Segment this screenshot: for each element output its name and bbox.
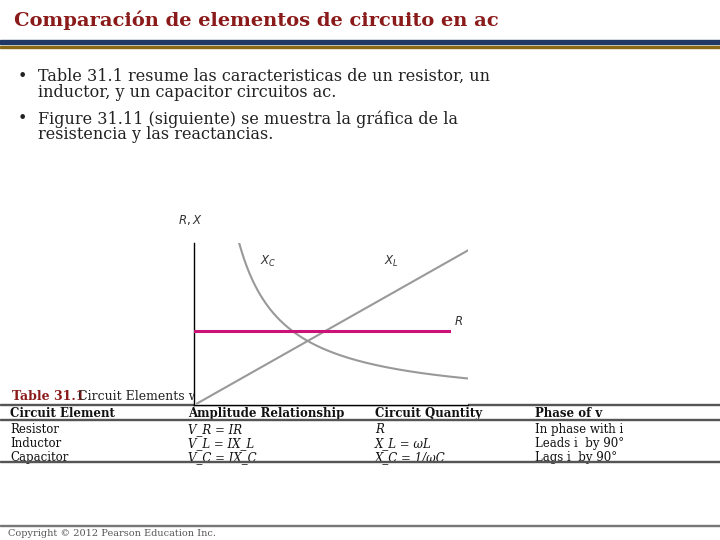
- Text: Table 31.1 resume las caracteristicas de un resistor, un: Table 31.1 resume las caracteristicas de…: [38, 68, 490, 85]
- Text: •: •: [18, 110, 27, 127]
- Text: Copyright © 2012 Pearson Education Inc.: Copyright © 2012 Pearson Education Inc.: [8, 529, 216, 538]
- Text: $R, X$: $R, X$: [178, 213, 202, 227]
- Text: V_L = IX_L: V_L = IX_L: [188, 437, 254, 450]
- Text: resistencia y las reactancias.: resistencia y las reactancias.: [38, 126, 274, 143]
- Text: $R$: $R$: [454, 315, 464, 328]
- Text: V_R = IR: V_R = IR: [188, 423, 242, 436]
- Bar: [0, 0, 720, 40]
- Bar: [0, 40, 720, 44]
- Text: Comparación de elementos de circuito en ac: Comparación de elementos de circuito en …: [14, 10, 499, 30]
- Text: Circuit Element: Circuit Element: [10, 407, 115, 420]
- Text: Inductor: Inductor: [10, 437, 61, 450]
- Text: In phase with i: In phase with i: [535, 423, 624, 436]
- Text: R: R: [375, 423, 384, 436]
- Text: Resistor: Resistor: [10, 423, 59, 436]
- Text: Phase of v: Phase of v: [535, 407, 602, 420]
- Text: $X_L$: $X_L$: [384, 254, 399, 269]
- Bar: [0, 525, 720, 526]
- Text: X_C = 1/ωC: X_C = 1/ωC: [375, 451, 446, 464]
- Text: Circuit Elements with Alternating Current: Circuit Elements with Alternating Curren…: [70, 390, 346, 403]
- Text: inductor, y un capacitor circuitos ac.: inductor, y un capacitor circuitos ac.: [38, 84, 336, 101]
- Text: •: •: [18, 68, 27, 85]
- Text: Amplitude Relationship: Amplitude Relationship: [188, 407, 344, 420]
- Bar: [0, 419, 720, 420]
- Text: Capacitor: Capacitor: [10, 451, 68, 464]
- Text: V_C = IX_C: V_C = IX_C: [188, 451, 256, 464]
- Text: Figure 31.11 (siguiente) se muestra la gráfica de la: Figure 31.11 (siguiente) se muestra la g…: [38, 110, 458, 127]
- Text: $X_C$: $X_C$: [260, 254, 276, 269]
- Bar: [0, 46, 720, 48]
- Text: Circuit Quantity: Circuit Quantity: [375, 407, 482, 420]
- Bar: [0, 404, 720, 405]
- Text: X_L = ωL: X_L = ωL: [375, 437, 432, 450]
- Text: Leads i  by 90°: Leads i by 90°: [535, 437, 624, 450]
- Text: Lags i  by 90°: Lags i by 90°: [535, 451, 617, 464]
- Text: Table 31.1: Table 31.1: [12, 390, 84, 403]
- Bar: [0, 461, 720, 462]
